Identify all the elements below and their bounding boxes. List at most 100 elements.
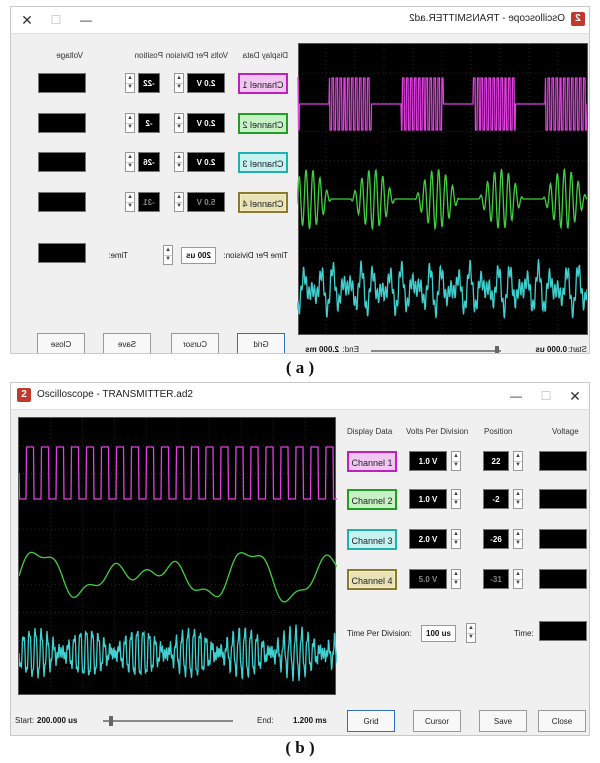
channel-3-position-b: -26	[483, 529, 509, 549]
channel-4-button-a[interactable]: Channel 4	[238, 192, 288, 213]
header-position-b: Position	[484, 427, 513, 436]
channel-4-volts-stepper-b[interactable]: ▲ ▼	[451, 569, 461, 589]
channel-1-position-a: -22	[138, 73, 160, 93]
channel-4-voltage-a	[38, 192, 86, 212]
end-value-b: 1.200 ms	[293, 716, 327, 725]
channel-4-volts-b: 5.0 V	[409, 569, 447, 589]
start-value-b: 200.000 us	[37, 716, 78, 725]
scope-display-a[interactable]	[297, 43, 588, 336]
mirrored-content-a: 2 Oscilloscope - TRANSMITTER.ad2 — ☐ ✕ D…	[11, 7, 589, 354]
channel-2-volts-stepper-b[interactable]: ▲ ▼	[451, 489, 461, 509]
close-button-b[interactable]: Close	[538, 710, 586, 732]
time-per-division-stepper-a[interactable]: ▲ ▼	[163, 245, 173, 265]
channel-2-button-b[interactable]: Channel 2	[347, 489, 397, 510]
channel-2-volts-a: 2.0 V	[187, 113, 225, 133]
time-per-division-value-b[interactable]: 100 us	[421, 625, 456, 642]
channel-2-trace-a	[297, 167, 587, 231]
channel-1-button-a[interactable]: Channel 1	[238, 73, 288, 94]
window-title-b: Oscilloscope - TRANSMITTER.ad2	[37, 389, 193, 400]
header-voltage-a: Voltage	[56, 51, 83, 60]
minimize-icon[interactable]: —	[510, 389, 522, 403]
start-value-a: 0.000 us	[535, 345, 567, 354]
channel-4-position-stepper-a[interactable]: ▲ ▼	[125, 192, 135, 212]
maximize-icon[interactable]: ☐	[50, 13, 62, 27]
time-readout-b	[539, 621, 587, 641]
header-position-a: Position	[134, 51, 163, 60]
channel-2-button-a[interactable]: Channel 2	[238, 113, 288, 134]
channel-3-button-a[interactable]: Channel 3	[238, 152, 288, 173]
cursor-button-b[interactable]: Cursor	[413, 710, 461, 732]
header-voltage-b: Voltage	[552, 427, 579, 436]
title-bar-a: 2 Oscilloscope - TRANSMITTER.ad2 — ☐ ✕	[11, 7, 589, 34]
channel-2-position-stepper-a[interactable]: ▲ ▼	[125, 113, 135, 133]
channel-4-volts-stepper-a[interactable]: ▲ ▼	[174, 192, 184, 212]
close-button-a[interactable]: Close	[37, 333, 85, 353]
save-button-a[interactable]: Save	[103, 333, 151, 353]
channel-4-position-stepper-b[interactable]: ▲ ▼	[513, 569, 523, 589]
time-per-division-value-a[interactable]: 200 us	[181, 247, 216, 264]
channel-3-button-b[interactable]: Channel 3	[347, 529, 397, 550]
cursor-button-a[interactable]: Cursor	[171, 333, 219, 353]
channel-1-volts-stepper-b[interactable]: ▲ ▼	[451, 451, 461, 471]
start-label-b: Start:	[15, 716, 35, 725]
channel-1-button-b[interactable]: Channel 1	[347, 451, 397, 472]
time-range-slider-b[interactable]	[103, 720, 233, 722]
caption-a: ( a )	[285, 358, 315, 377]
time-range-slider-a[interactable]	[371, 350, 501, 352]
channel-2-voltage-a	[38, 113, 86, 133]
maximize-icon[interactable]: ☐	[540, 389, 552, 403]
grid-button-a[interactable]: Grid	[237, 333, 285, 353]
channel-3-position-stepper-a[interactable]: ▲ ▼	[125, 152, 135, 172]
time-label-b: Time:	[514, 629, 534, 638]
grid-button-b[interactable]: Grid	[347, 710, 395, 732]
header-volts-per-division-b: Volts Per Division	[406, 427, 469, 436]
channel-2-volts-stepper-a[interactable]: ▲ ▼	[174, 113, 184, 133]
start-label-a: Start:	[567, 345, 587, 354]
header-display-data-a: Display Data	[242, 51, 288, 60]
channel-1-volts-stepper-a[interactable]: ▲ ▼	[174, 73, 184, 93]
oscilloscope-window-a: 2 Oscilloscope - TRANSMITTER.ad2 — ☐ ✕ D…	[10, 6, 590, 354]
channel-1-position-stepper-a[interactable]: ▲ ▼	[125, 73, 135, 93]
oscilloscope-app-icon: 2	[571, 12, 585, 26]
time-per-division-label-b: Time Per Division:	[347, 629, 412, 638]
channel-1-trace-a	[297, 77, 587, 131]
time-per-division-label-a: Time Per Division:	[223, 251, 288, 260]
time-range-thumb-a[interactable]	[495, 346, 499, 353]
end-label-a: End:	[342, 345, 359, 354]
channel-3-volts-b: 2.0 V	[409, 529, 447, 549]
close-x-icon[interactable]: ✕	[569, 388, 581, 404]
scope-display-b[interactable]	[18, 417, 337, 696]
channel-2-position-b: -2	[483, 489, 509, 509]
channel-4-volts-a: 5.0 V	[187, 192, 225, 212]
time-label-a: Time:	[108, 251, 128, 260]
oscilloscope-window-b: 2 Oscilloscope - TRANSMITTER.ad2 — ☐ ✕ D…	[10, 382, 590, 736]
channel-3-voltage-a	[38, 152, 86, 172]
channel-2-volts-b: 1.0 V	[409, 489, 447, 509]
close-x-icon[interactable]: ✕	[21, 12, 33, 28]
channel-1-voltage-a	[38, 73, 86, 93]
channel-3-volts-stepper-a[interactable]: ▲ ▼	[174, 152, 184, 172]
time-per-division-stepper-b[interactable]: ▲ ▼	[466, 623, 476, 643]
minimize-icon[interactable]: —	[80, 13, 92, 27]
oscilloscope-app-icon: 2	[17, 388, 31, 402]
window-title-a: Oscilloscope - TRANSMITTER.ad2	[409, 13, 565, 24]
channel-1-position-b: 22	[483, 451, 509, 471]
channel-1-voltage-b	[539, 451, 587, 471]
save-button-b[interactable]: Save	[479, 710, 527, 732]
waveform-plot-b	[19, 418, 337, 696]
time-readout-a	[38, 243, 86, 263]
channel-1-position-stepper-b[interactable]: ▲ ▼	[513, 451, 523, 471]
channel-4-button-b[interactable]: Channel 4	[347, 569, 397, 590]
channel-3-volts-stepper-b[interactable]: ▲ ▼	[451, 529, 461, 549]
channel-3-position-stepper-b[interactable]: ▲ ▼	[513, 529, 523, 549]
channel-3-position-a: -26	[138, 152, 160, 172]
end-label-b: End:	[257, 716, 274, 725]
channel-3-trace-a	[297, 258, 587, 319]
channel-1-volts-a: 2.0 V	[187, 73, 225, 93]
header-volts-per-division-a: Volts Per Division	[165, 51, 228, 60]
channel-1-trace-b	[19, 446, 337, 500]
channel-3-voltage-b	[539, 529, 587, 549]
channel-2-position-stepper-b[interactable]: ▲ ▼	[513, 489, 523, 509]
channel-3-volts-a: 2.0 V	[187, 152, 225, 172]
time-range-thumb-b[interactable]	[109, 716, 113, 726]
